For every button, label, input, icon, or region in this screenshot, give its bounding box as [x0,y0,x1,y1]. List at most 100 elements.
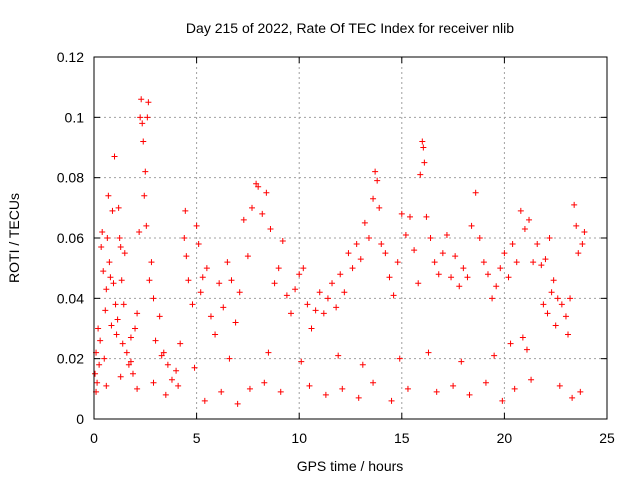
data-point [335,352,342,359]
data-point [509,241,516,248]
data-point [189,301,196,308]
data-point [143,222,150,229]
data-point [168,376,175,383]
data-point [569,394,576,401]
data-point [101,355,108,362]
data-point [127,358,134,365]
data-point [339,385,346,392]
data-point [411,247,418,254]
data-point [160,349,167,356]
data-point [263,189,270,196]
data-point [112,301,119,308]
data-point [417,171,424,178]
data-point [96,361,103,368]
data-point [550,277,557,284]
data-point [218,388,225,395]
y-tick-label: 0 [76,411,84,427]
data-point [201,397,208,404]
data-point [103,286,110,293]
data-point [407,213,414,220]
data-point [423,213,430,220]
data-point [125,361,132,368]
data-point [253,180,260,187]
data-point [544,310,551,317]
data-point [277,388,284,395]
data-point [517,207,524,214]
data-point [182,207,189,214]
data-point [320,310,327,317]
data-point [337,271,344,278]
x-tick-label: 0 [90,430,98,446]
data-point [540,301,547,308]
y-tick-label: 0.04 [57,290,84,306]
data-point [425,349,432,356]
data-point [308,325,315,332]
data-point [355,394,362,401]
data-point [372,168,379,175]
data-point [571,201,578,208]
x-axis-ticks: 0 5 10 15 20 25 [90,57,615,446]
data-point [349,265,356,272]
data-point [456,283,463,290]
data-point [224,259,231,266]
data-point [370,379,377,386]
data-point [493,283,500,290]
chart-title: Day 215 of 2022, Rate Of TEC Index for r… [186,20,514,36]
data-point [127,334,134,341]
data-point [361,219,368,226]
data-point [542,256,549,263]
data-point [136,228,143,235]
data-point [144,114,151,121]
data-point [137,114,144,121]
data-point [448,274,455,281]
data-point [228,277,235,284]
data-point [431,259,438,266]
data-point [420,144,427,151]
data-point [275,265,282,272]
data-point [116,235,123,241]
data-point [398,210,405,217]
data-point [279,238,286,245]
x-axis-label: GPS time / hours [297,458,404,474]
data-point [382,250,389,257]
data-point [523,346,530,353]
data-point [110,280,117,287]
data-point [152,337,159,344]
plot-frame [93,56,608,420]
data-point [546,235,553,241]
data-point [244,253,251,260]
data-point [505,274,512,281]
data-point [548,289,555,296]
data-point [117,244,124,251]
data-point [386,274,393,281]
data-point [300,265,307,272]
data-point [220,304,227,311]
data-point [433,388,440,395]
data-point [114,316,121,323]
data-point [472,189,479,196]
data-point [134,385,141,392]
data-point [134,310,141,317]
data-point [102,307,109,314]
data-point [439,250,446,257]
data-point [249,204,256,211]
data-point [581,228,588,235]
data-point [138,96,145,103]
data-point [95,325,102,332]
data-point [236,289,243,296]
data-points [92,96,588,407]
data-point [528,376,535,383]
data-point [458,358,465,365]
data-point [511,385,518,392]
data-point [164,361,171,368]
data-point [394,259,401,266]
data-point [120,301,127,308]
data-point [212,331,219,338]
data-point [148,259,155,266]
data-point [183,253,190,260]
data-point [390,292,397,299]
data-point [197,289,204,296]
data-point [538,262,545,269]
data-point [482,379,489,386]
x-tick-label: 25 [599,430,615,446]
